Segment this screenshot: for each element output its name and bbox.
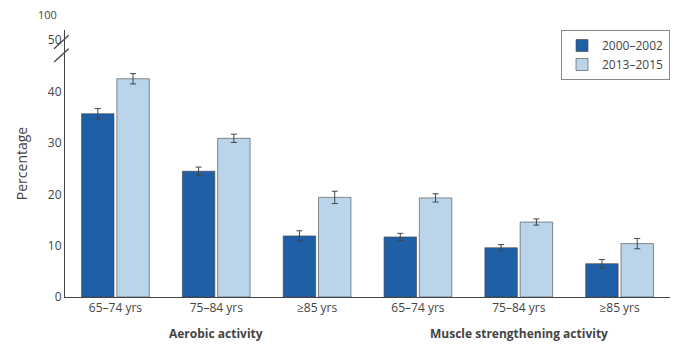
svg-text:2013–2015: 2013–2015: [602, 56, 663, 73]
svg-text:50: 50: [48, 31, 62, 48]
svg-text:75–84 yrs: 75–84 yrs: [190, 299, 243, 316]
svg-text:Muscle strengthening activity: Muscle strengthening activity: [430, 325, 608, 342]
svg-text:Percentage: Percentage: [12, 127, 31, 201]
svg-text:20: 20: [48, 186, 62, 203]
svg-text:65–74 yrs: 65–74 yrs: [89, 299, 142, 316]
svg-text:30: 30: [48, 134, 62, 151]
svg-text:≥85 yrs: ≥85 yrs: [599, 299, 640, 316]
svg-text:75–84 yrs: 75–84 yrs: [492, 299, 545, 316]
svg-text:2000–2002: 2000–2002: [602, 37, 663, 54]
svg-text:40: 40: [48, 83, 62, 100]
svg-text:0: 0: [55, 288, 62, 305]
svg-text:≥85 yrs: ≥85 yrs: [297, 299, 338, 316]
svg-text:65–74 yrs: 65–74 yrs: [391, 299, 444, 316]
svg-text:100: 100: [38, 7, 57, 22]
svg-text:Aerobic activity: Aerobic activity: [169, 325, 263, 342]
svg-text:10: 10: [48, 237, 62, 254]
